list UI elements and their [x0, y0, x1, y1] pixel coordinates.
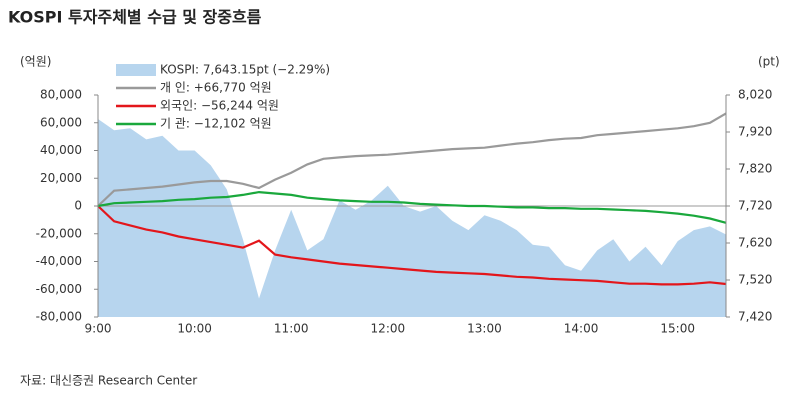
legend-label: 개 인: +66,770 억원 — [160, 81, 272, 95]
x-tick-label: 15:00 — [660, 322, 695, 336]
legend-label: 외국인: −56,244 억원 — [160, 99, 279, 113]
kospi-area — [98, 119, 726, 317]
line-layer — [97, 112, 727, 286]
legend: KOSPI: 7,643.15pt (−2.29%) 개 인: +66,770 억… — [116, 63, 330, 131]
y2-tick-label: 7,620 — [738, 236, 772, 250]
series-line — [97, 205, 727, 286]
y-tick-label: 0 — [74, 199, 82, 213]
y2-tick-label: 7,920 — [738, 125, 772, 139]
y2-tick-label: 7,520 — [738, 273, 772, 287]
y-tick-label: -40,000 — [36, 254, 82, 268]
x-tick-label: 12:00 — [371, 322, 406, 336]
y-tick-label: -80,000 — [36, 310, 82, 324]
y-tick-label: -20,000 — [36, 226, 82, 240]
y2-tick-label: 7,720 — [738, 199, 772, 213]
source: 자료: 대신증권 Research Center — [20, 374, 197, 388]
x-tick-label: 10:00 — [177, 322, 212, 336]
y2-tick-label: 8,020 — [738, 88, 772, 102]
x-tick-label: 9:00 — [85, 322, 112, 336]
legend-swatch — [116, 64, 156, 76]
y-tick-label: 20,000 — [40, 171, 82, 185]
series-line — [97, 190, 727, 224]
y2-axis-label: (pt) — [758, 55, 780, 69]
y-tick-label: 60,000 — [40, 115, 82, 129]
legend-label: KOSPI: 7,643.15pt (−2.29%) — [160, 63, 330, 77]
legend-label: 기 관: −12,102 억원 — [160, 117, 272, 131]
y-tick-label: 40,000 — [40, 143, 82, 157]
y-tick-label: -60,000 — [36, 282, 82, 296]
chart-title: KOSPI 투자주체별 수급 및 장중흐름 — [8, 8, 262, 27]
y2-tick-label: 7,820 — [738, 162, 772, 176]
x-tick-label: 13:00 — [467, 322, 502, 336]
y-tick-label: 80,000 — [40, 88, 82, 102]
y2-tick-label: 7,420 — [738, 310, 772, 324]
y-axis-label: (억원) — [20, 55, 51, 69]
x-tick-label: 14:00 — [564, 322, 599, 336]
area-layer — [98, 119, 726, 317]
x-tick-label: 11:00 — [274, 322, 309, 336]
series-line — [97, 112, 727, 207]
